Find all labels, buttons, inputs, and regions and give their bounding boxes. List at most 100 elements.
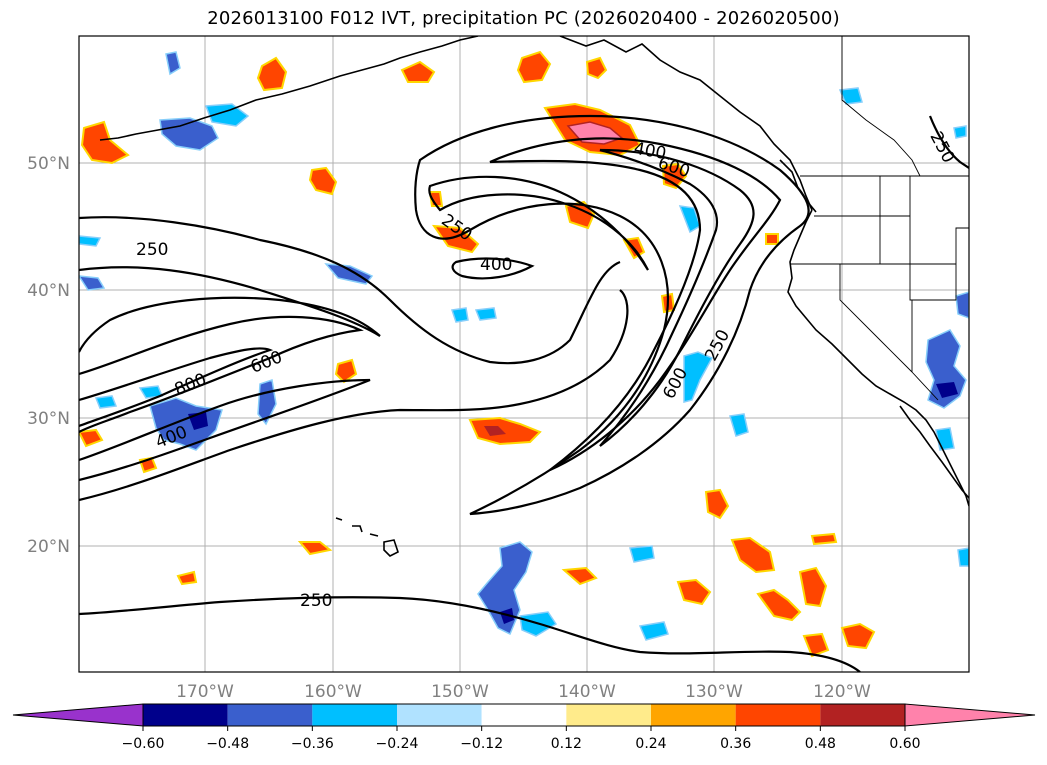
baja-coastline <box>899 405 969 499</box>
precip-blob <box>955 291 969 319</box>
ivt-contour-250-loop <box>414 114 810 516</box>
precip-blob <box>561 566 598 586</box>
precip-blob <box>840 622 876 650</box>
us-west-coastline <box>787 209 969 507</box>
colorbar-tick-label: −0.12 <box>460 736 503 752</box>
precip-blob <box>798 566 828 608</box>
colorbar-extend-max <box>904 703 1036 727</box>
ivt-contour-600-northeast <box>599 148 755 447</box>
colorbar-tick-label: −0.24 <box>376 736 419 752</box>
colorbar-bin <box>397 704 482 726</box>
colorbar-tick-label: −0.48 <box>206 736 249 752</box>
precip-blob <box>683 351 714 403</box>
ivt-contour-400-west <box>79 266 381 353</box>
precip-blob <box>468 416 542 446</box>
precip-blob <box>79 275 106 291</box>
precip-blob <box>159 117 219 151</box>
precip-blob <box>802 632 830 658</box>
colorbar-tick-label: −0.60 <box>122 736 165 752</box>
ivt-contour-250-west <box>79 216 621 365</box>
lon-label-160w: 160°W <box>304 682 362 702</box>
gridlines <box>79 36 969 672</box>
latitude-labels: 50°N 40°N 30°N 20°N <box>27 154 70 557</box>
coastlines <box>99 36 969 557</box>
map-frame <box>78 35 970 673</box>
precip-blob <box>500 608 514 624</box>
ivt-contour-800-west <box>79 347 274 428</box>
precip-blob <box>451 307 469 323</box>
longitude-labels: 170°W 160°W 150°W 140°W 130°W 120°W <box>176 682 871 702</box>
colorbar-tick-label: 0.36 <box>720 736 751 752</box>
precip-blob <box>165 51 181 76</box>
precip-blob <box>400 60 436 83</box>
lat-label-40n: 40°N <box>27 281 70 301</box>
precip-blob <box>765 233 779 245</box>
precip-blob <box>585 56 608 80</box>
ivt-contour-400-northeast <box>489 137 782 472</box>
colorbar-bin <box>227 704 313 726</box>
ivt-contour-250-northeast <box>928 115 969 169</box>
colorbar-tick-label: 0.48 <box>805 736 836 752</box>
colorbar-tick-label: 0.60 <box>889 736 920 752</box>
colorbar-bin <box>312 704 397 726</box>
precip-blob <box>80 120 130 165</box>
precip-blob <box>936 382 958 398</box>
lon-label-170w: 170°W <box>176 682 234 702</box>
colorbar-bin <box>143 704 228 726</box>
precip-blob <box>953 125 967 139</box>
contour-label: 250 <box>136 240 168 260</box>
precip-blob <box>756 588 802 622</box>
precip-blob <box>79 235 102 247</box>
precip-blob <box>297 541 333 556</box>
precip-blob <box>516 50 552 84</box>
ivt-contour-400-west-low <box>79 378 371 482</box>
precip-blob <box>431 224 480 254</box>
colorbar-bin <box>735 704 821 726</box>
precip-blob <box>79 428 104 448</box>
precip-blob <box>676 578 712 606</box>
colorbar-tick-label: −0.36 <box>291 736 334 752</box>
precip-blob <box>935 427 955 451</box>
lat-label-30n: 30°N <box>27 409 70 429</box>
colorbar-frame <box>142 703 906 727</box>
precip-blob <box>176 570 198 586</box>
colorbar-bin <box>566 704 651 726</box>
precip-blob <box>957 547 969 567</box>
precip-blob <box>256 56 288 92</box>
precip-blob <box>704 488 730 520</box>
colorbar: −0.60 −0.48 −0.36 −0.24 −0.12 0.12 0.24 0.36 0.4… <box>12 703 1036 752</box>
precip-blob <box>484 426 506 436</box>
lat-label-50n: 50°N <box>27 154 70 174</box>
hawaii-islands <box>335 517 399 557</box>
state-boundaries <box>790 176 969 401</box>
precip-blob <box>729 413 749 437</box>
ivt-contour-400-loop <box>428 175 649 271</box>
precip-blob <box>730 536 776 574</box>
ivt-contours <box>79 114 969 672</box>
contour-label: 400 <box>480 255 512 275</box>
lat-label-20n: 20°N <box>27 537 70 557</box>
alaska-coastline <box>559 36 813 211</box>
lon-label-130w: 130°W <box>685 682 743 702</box>
colorbar-tick-label: 0.24 <box>635 736 666 752</box>
contour-label: 250 <box>300 591 332 611</box>
aleutian-coastline <box>99 36 479 141</box>
map-panel: 250 400 600 800 400 250 400 600 250 600 … <box>78 35 970 673</box>
colorbar-bin <box>820 704 905 726</box>
colorbar-bin <box>481 704 567 726</box>
ivt-contour-250-west-low <box>79 289 629 502</box>
lon-label-140w: 140°W <box>558 682 616 702</box>
colorbar-tick-label: 0.12 <box>551 736 582 752</box>
ivt-contour-600-west <box>79 315 364 433</box>
precip-blob <box>629 545 655 563</box>
precip-blob <box>638 621 669 641</box>
colorbar-extend-min <box>12 703 144 727</box>
precip-blob <box>94 395 118 409</box>
precip-blob <box>204 103 250 127</box>
precip-blob <box>810 532 838 546</box>
precip-blob <box>308 166 338 196</box>
colorbar-bin <box>651 704 736 726</box>
lon-label-150w: 150°W <box>431 682 489 702</box>
map-title: 2026013100 F012 IVT, precipitation PC (2… <box>207 8 840 29</box>
